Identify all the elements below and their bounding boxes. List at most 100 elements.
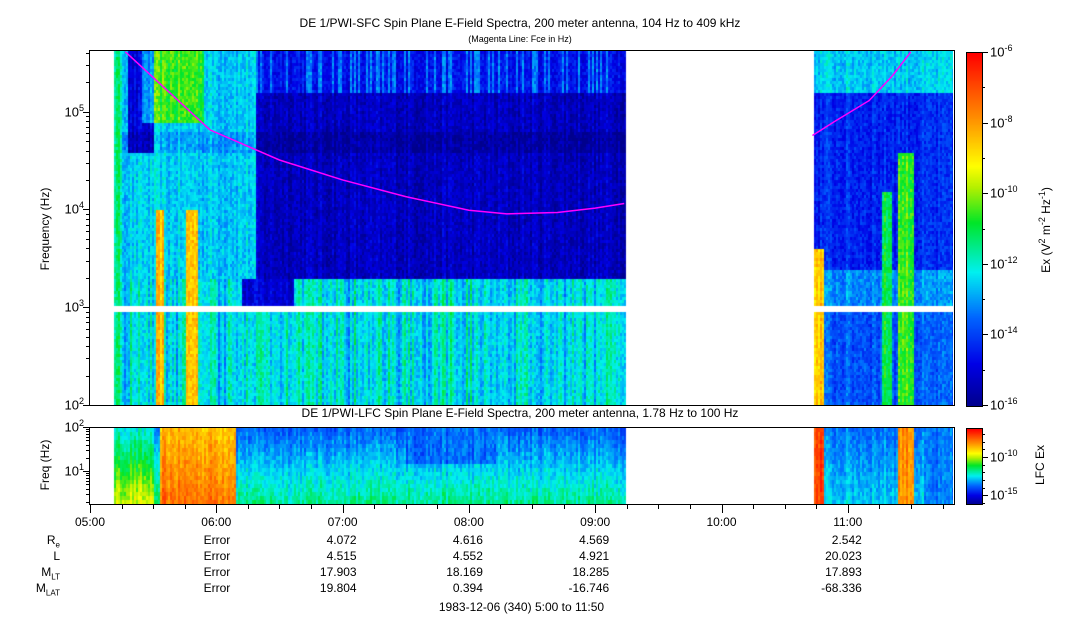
ephemeris-value: 17.893 — [825, 565, 862, 579]
y-tick-minor — [86, 436, 89, 438]
ephemeris-value: 0.394 — [452, 581, 483, 595]
x-tick — [658, 505, 660, 509]
colorbar-minor-tick — [982, 434, 985, 436]
y-tick-minor — [86, 150, 89, 152]
y-tick-minor — [86, 358, 89, 360]
y-tick-minor — [86, 484, 89, 486]
sfc-spectrogram — [90, 51, 953, 405]
y-tick-minor — [86, 431, 89, 433]
colorbar-tick — [982, 122, 988, 124]
x-tick — [184, 505, 186, 509]
colorbar-tick-exp: -12 — [1004, 254, 1018, 265]
x-tick — [279, 505, 281, 509]
y-tick-major — [83, 111, 89, 113]
y-tick-minor — [86, 457, 89, 459]
colorbar-minor-tick — [982, 334, 985, 336]
y-tick-exp: 4 — [78, 200, 84, 211]
colorbar-minor-tick — [982, 299, 985, 301]
x-tick — [721, 505, 723, 513]
y-tick-minor — [86, 494, 89, 495]
colorbar-minor-tick — [982, 193, 985, 195]
x-tick-label: 05:00 — [74, 515, 106, 529]
y-tick-minor — [86, 218, 89, 220]
y-tick-minor — [86, 501, 89, 503]
y-tick-minor — [86, 116, 89, 118]
colorbar-minor-tick — [982, 263, 985, 265]
sfc-plot-frame — [89, 50, 955, 406]
y-tick-minor — [86, 488, 89, 490]
x-tick — [910, 505, 912, 509]
x-tick-label: 07:00 — [327, 515, 358, 529]
lfc-title: DE 1/PWI-LFC Spin Plane E-Field Spectra,… — [301, 406, 739, 420]
x-tick — [753, 505, 755, 509]
x-tick — [626, 505, 628, 509]
fce-line-segment — [812, 51, 912, 137]
ephemeris-value: 19.804 — [319, 581, 357, 595]
x-tick — [816, 505, 818, 509]
ephemeris-row-label: L — [20, 549, 60, 565]
y-tick-base: 10 — [64, 201, 79, 217]
x-tick — [689, 505, 691, 509]
x-tick — [595, 505, 597, 513]
colorbar-tick-label: 10-10 — [990, 448, 1017, 464]
lfc-spectrogram — [90, 428, 953, 504]
colorbar-tick-base: 10 — [990, 44, 1005, 60]
y-tick-minor — [86, 316, 89, 318]
y-tick-major — [83, 427, 89, 428]
ephemeris-value: 18.285 — [572, 565, 610, 579]
ephemeris-value: Error — [203, 549, 231, 563]
y-tick-minor — [86, 162, 89, 164]
colorbar-tick-exp: -6 — [1004, 43, 1013, 53]
ephemeris-value: 20.023 — [825, 549, 862, 563]
colorbar-minor-tick — [982, 369, 985, 371]
colorbar-minor-tick — [982, 441, 985, 443]
ephemeris-label-main: L — [53, 549, 60, 563]
colorbar-minor-tick — [982, 487, 985, 489]
y-tick-label: 102 — [40, 396, 84, 412]
x-tick-label: 11:00 — [833, 515, 863, 529]
x-tick-label: 10:00 — [706, 515, 737, 529]
y-tick-minor — [86, 475, 89, 477]
y-tick-minor — [86, 64, 89, 66]
ephemeris-label-main: R — [46, 533, 56, 547]
colorbar-minor-tick — [982, 472, 985, 474]
colorbar-tick-exp: -14 — [1004, 325, 1018, 336]
colorbar-minor-tick — [982, 228, 985, 230]
y-tick-exp: 2 — [78, 418, 84, 428]
colorbar-tick-label: 10-12 — [990, 255, 1017, 271]
colorbar-tick-exp: -10 — [1004, 448, 1018, 459]
sfc-subtitle: (Magenta Line: Fce in Hz) — [468, 34, 572, 44]
ephemeris-value: Error — [203, 533, 231, 547]
colorbar-tick-base: 10 — [990, 114, 1005, 130]
y-tick-minor — [86, 311, 89, 313]
y-tick-minor — [86, 440, 89, 442]
y-tick-minor — [86, 82, 89, 84]
y-tick-minor — [86, 328, 89, 330]
colorbar-minor-tick — [982, 122, 985, 124]
colorbar-tick-base: 10 — [990, 487, 1005, 503]
x-tick — [437, 505, 439, 509]
colorbar-tick-label: 10-6 — [990, 43, 1012, 59]
y-tick-minor — [86, 179, 89, 181]
colorbar-tick-base: 10 — [990, 326, 1005, 342]
ephemeris-row-label: MLT — [20, 565, 60, 581]
y-tick-minor — [86, 450, 89, 451]
y-tick-minor — [86, 322, 89, 324]
colorbar-minor-tick — [982, 87, 985, 89]
colorbar-minor-tick — [982, 495, 985, 497]
colorbar-tick-label: 10-10 — [990, 184, 1017, 200]
lfc-colorbar-label: LFC Ex — [1033, 445, 1047, 486]
y-tick-minor — [86, 433, 89, 435]
y-tick-major — [83, 209, 89, 211]
sfc-colorbar-label: Ex (V2 m-2 Hz-1) — [1037, 187, 1053, 273]
y-tick-minor — [86, 260, 89, 262]
y-tick-base: 10 — [64, 419, 79, 435]
y-tick-minor — [86, 346, 89, 348]
ephemeris-value: 2.542 — [831, 533, 862, 547]
ephemeris-value: 4.072 — [326, 533, 357, 547]
ephemeris-value: 4.552 — [452, 549, 483, 563]
y-tick-minor — [86, 238, 89, 240]
ephemeris-row-label: MLAT — [20, 581, 60, 597]
ephemeris-value: Error — [203, 581, 231, 595]
x-tick — [311, 505, 313, 509]
